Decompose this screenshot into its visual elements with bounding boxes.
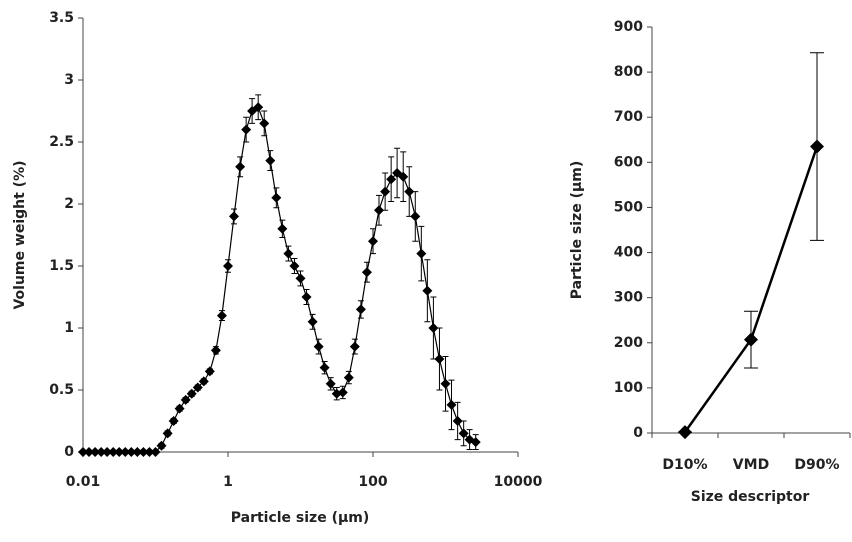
x-tick-label: 10000 [494, 474, 543, 490]
marker [186, 388, 197, 399]
marker [84, 447, 95, 457]
x-tick-label: D90% [794, 457, 839, 473]
y-tick-label: 1 [64, 320, 74, 336]
marker [283, 248, 294, 259]
marker [810, 139, 824, 154]
y-tick-label: 300 [614, 290, 643, 306]
y-tick-label: 0 [633, 425, 643, 441]
y-tick-label: 0 [64, 444, 74, 460]
marker [90, 447, 101, 457]
marker [440, 378, 451, 389]
marker [355, 304, 366, 315]
x-axis-title: Particle size (µm) [231, 510, 370, 526]
marker [374, 205, 385, 216]
y-tick-label: 2 [64, 196, 74, 212]
marker [229, 211, 240, 222]
y-axis-title: Volume weight (%) [12, 160, 28, 309]
x-tick-label: D10% [662, 457, 707, 473]
marker [138, 447, 149, 457]
marker [162, 428, 173, 439]
marker [253, 102, 264, 113]
marker [343, 372, 354, 383]
marker [386, 174, 397, 185]
marker [337, 387, 348, 398]
marker [78, 447, 88, 457]
marker [301, 292, 312, 302]
marker [368, 236, 378, 247]
x-tick-label: 0.01 [66, 474, 101, 490]
marker [174, 403, 185, 414]
marker [156, 440, 167, 451]
marker [380, 186, 391, 197]
marker [120, 447, 131, 457]
marker [428, 323, 439, 333]
marker [114, 447, 125, 457]
marker [96, 447, 107, 457]
marker [349, 341, 360, 352]
marker [223, 261, 233, 271]
line [83, 106, 476, 453]
y-tick-label: 400 [614, 245, 643, 261]
marker [265, 155, 276, 166]
y-axis-title: Particle size (µm) [569, 161, 585, 300]
x-tick-label: 1 [223, 474, 233, 490]
marker [307, 316, 318, 327]
marker [744, 332, 758, 347]
marker [271, 192, 282, 203]
y-tick-label: 700 [614, 109, 643, 125]
y-tick-label: 2.5 [49, 134, 74, 150]
y-tick-label: 200 [614, 335, 643, 351]
y-tick-label: 600 [614, 154, 643, 170]
marker [204, 366, 215, 377]
marker [132, 447, 143, 457]
marker [313, 341, 324, 352]
marker [150, 447, 161, 457]
marker [319, 362, 330, 373]
marker [144, 447, 155, 457]
marker [410, 211, 421, 222]
y-tick-label: 3 [64, 72, 74, 88]
marker [422, 285, 433, 296]
marker [434, 354, 445, 364]
marker [259, 118, 270, 129]
marker [678, 425, 692, 440]
y-tick-label: 900 [614, 19, 643, 35]
marker [168, 416, 179, 426]
x-tick-label: 100 [358, 474, 387, 490]
marker [126, 447, 137, 457]
marker [361, 267, 372, 278]
line [683, 146, 819, 433]
marker [452, 416, 463, 426]
marker [102, 447, 113, 457]
marker [325, 378, 336, 389]
marker [289, 261, 300, 271]
marker [398, 171, 409, 182]
marker [241, 124, 252, 135]
y-tick-label: 1.5 [49, 258, 74, 274]
y-tick-label: 100 [614, 380, 643, 396]
y-tick-label: 3.5 [49, 10, 74, 26]
marker [198, 376, 209, 387]
y-tick-label: 800 [614, 64, 643, 80]
marker [295, 273, 306, 284]
marker [458, 428, 469, 439]
marker [416, 248, 427, 259]
marker [277, 223, 288, 234]
y-tick-label: 500 [614, 199, 643, 215]
marker [235, 161, 246, 172]
x-axis-title: Size descriptor [691, 489, 810, 505]
marker [108, 447, 119, 457]
marker [210, 345, 221, 356]
marker [404, 186, 415, 197]
marker [180, 394, 191, 405]
marker [446, 399, 457, 410]
marker [216, 310, 227, 321]
marker [192, 382, 203, 393]
y-tick-label: 0.5 [49, 382, 74, 398]
marker [470, 437, 481, 448]
x-tick-label: VMD [733, 457, 769, 473]
